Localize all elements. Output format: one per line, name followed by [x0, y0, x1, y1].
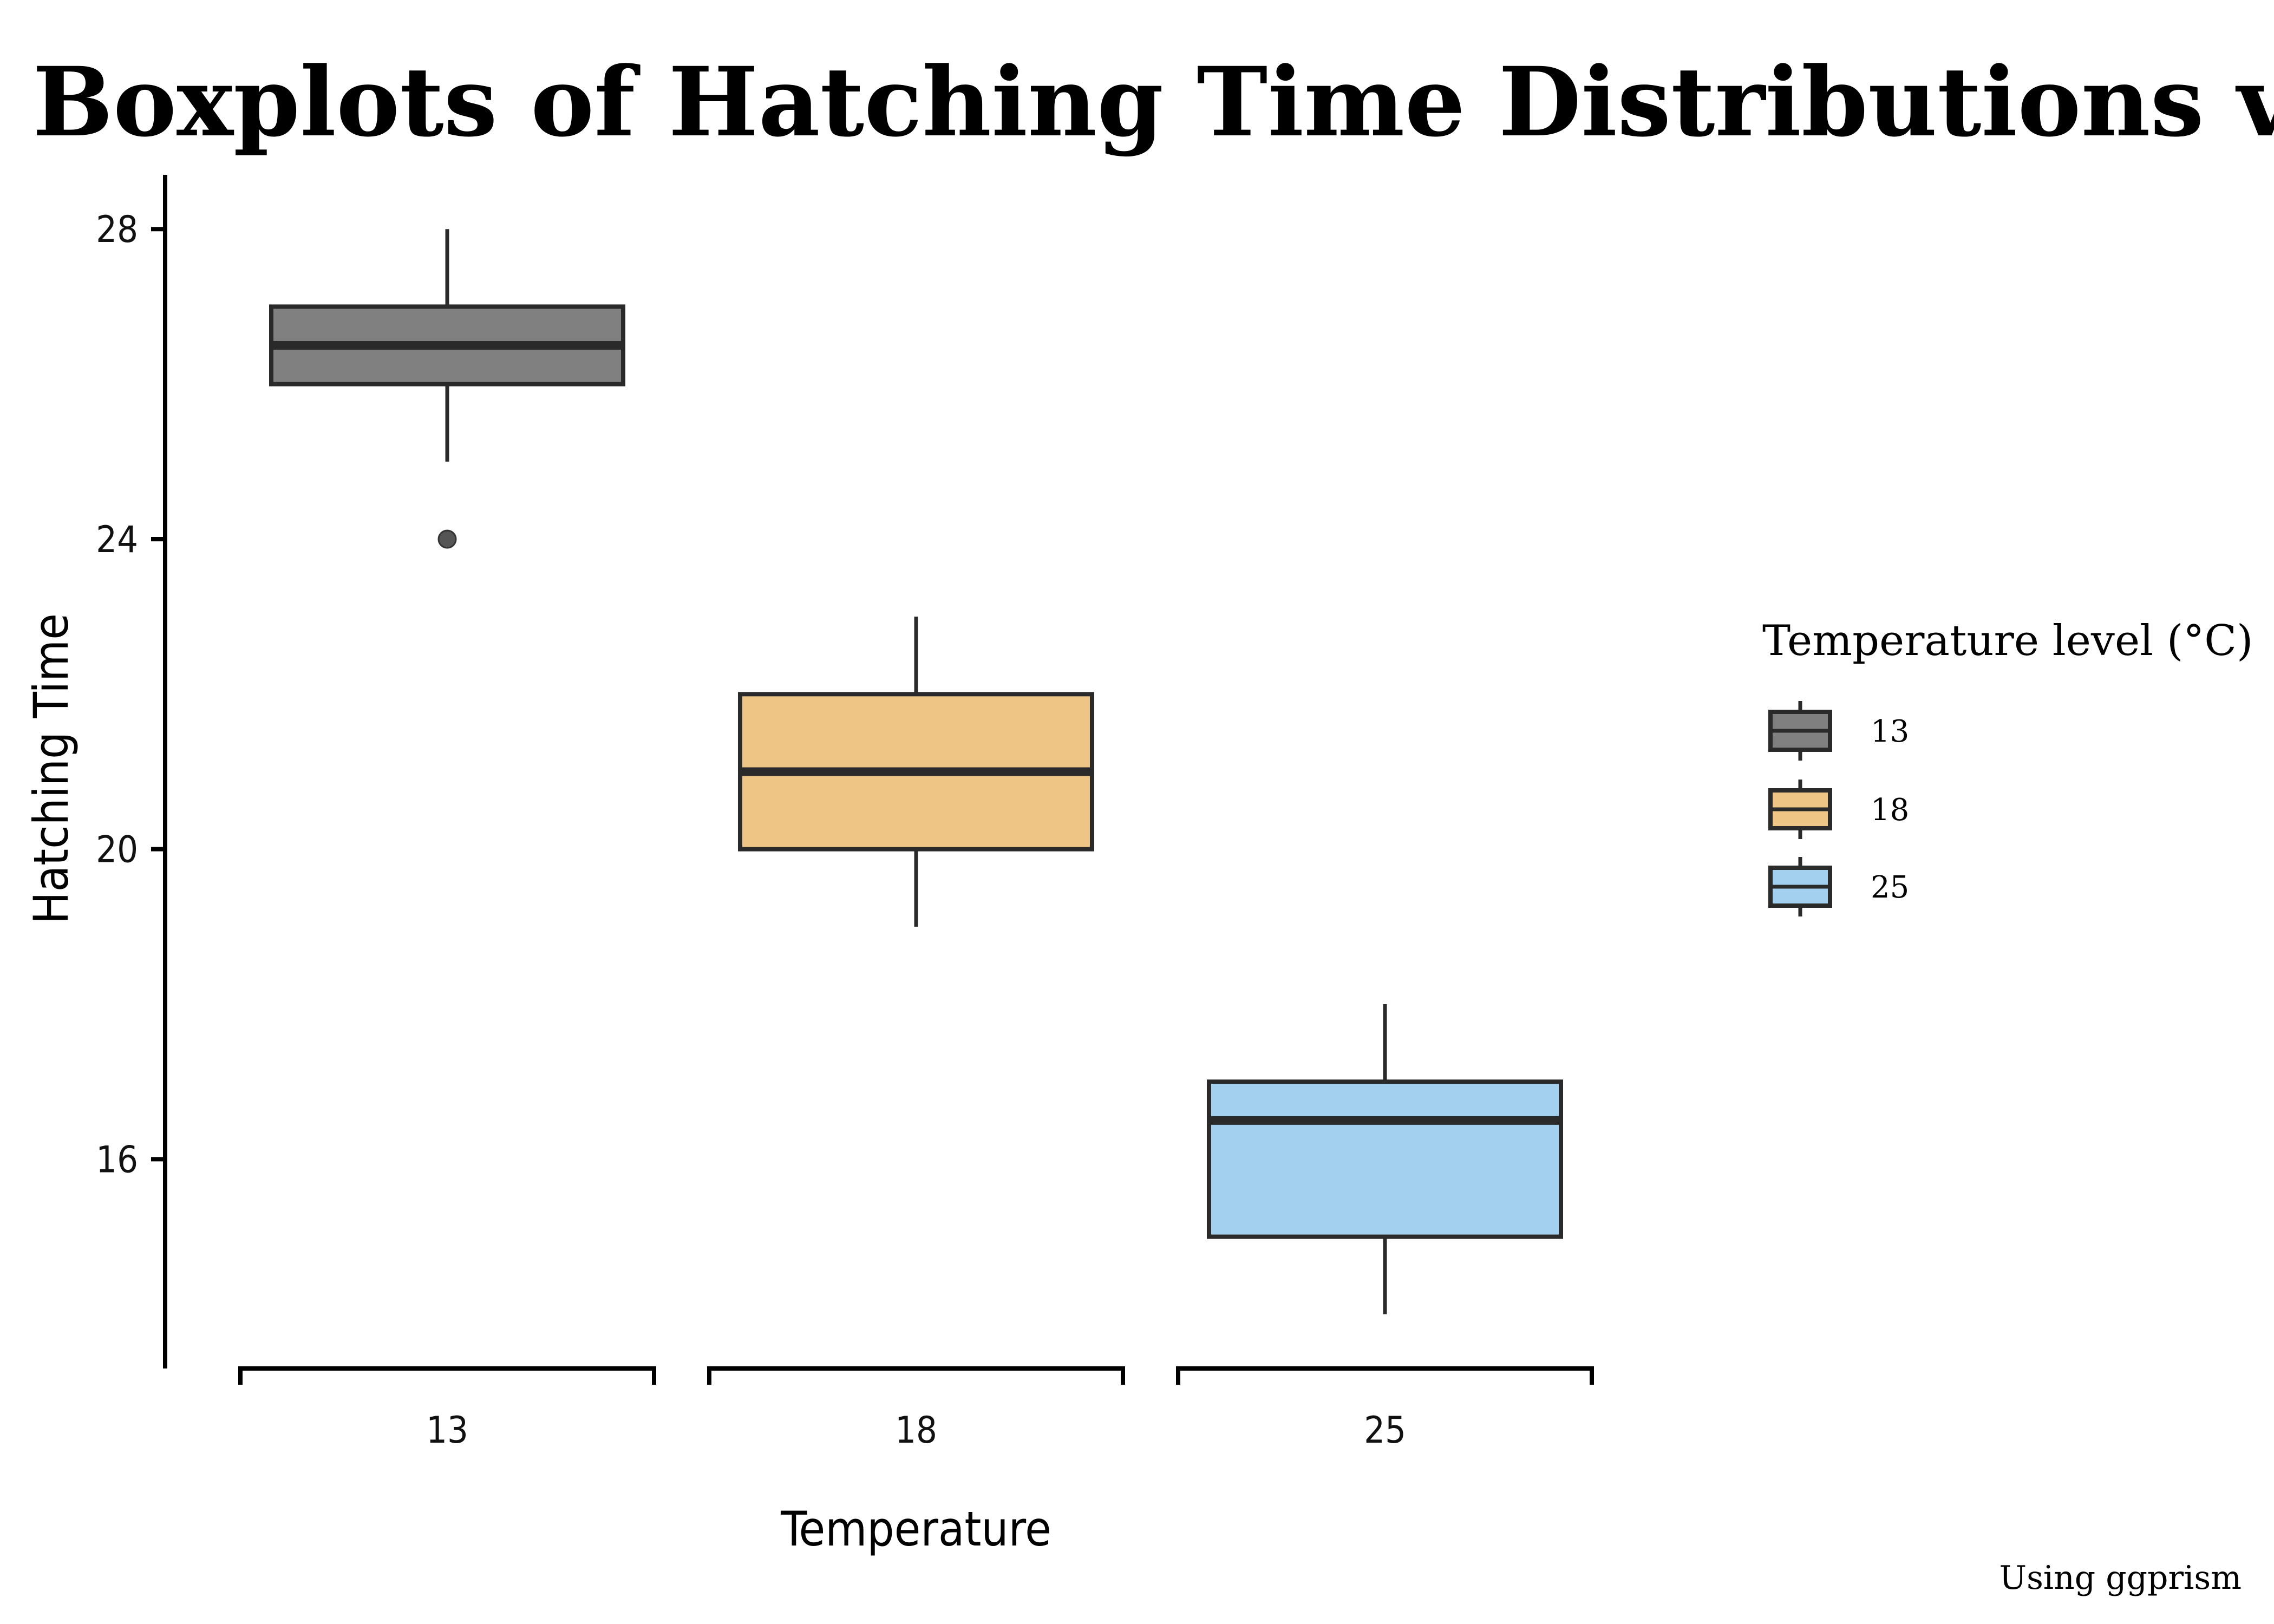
legend-title: Temperature level (°C)	[1762, 617, 2253, 665]
y-tick-label: 28	[96, 208, 138, 251]
chart-title: Boxplots of Hatching Time Distributions …	[32, 46, 2274, 158]
y-axis-title: Hatching Time	[23, 613, 79, 924]
legend: Temperature level (°C) 13 18 25	[1762, 617, 2253, 916]
plot-area: 16 20 24 28 13 18 25	[96, 175, 1594, 1452]
y-tick-label: 24	[96, 519, 138, 561]
x-axis-bracket	[238, 1366, 656, 1385]
legend-entry: 25	[1768, 857, 1909, 916]
outlier-point	[437, 529, 457, 549]
x-tick-label: 18	[895, 1409, 937, 1452]
box-group	[269, 229, 625, 549]
x-axis-title: Temperature	[780, 1501, 1051, 1557]
legend-entry: 13	[1768, 701, 1909, 761]
x-axis-bracket	[1176, 1366, 1594, 1385]
x-tick-label: 25	[1364, 1409, 1406, 1452]
box-group	[1207, 1004, 1563, 1314]
box-iqr	[1207, 1079, 1563, 1239]
box-group	[738, 617, 1094, 927]
legend-label: 18	[1871, 793, 1909, 828]
legend-label: 13	[1871, 714, 1909, 749]
legend-label: 25	[1871, 870, 1909, 905]
legend-entry: 18	[1768, 780, 1909, 839]
y-tick-label: 16	[96, 1138, 138, 1181]
y-tick-label: 20	[96, 829, 138, 872]
chart-caption: Using ggprism	[1999, 1559, 2242, 1597]
x-tick-label: 13	[426, 1409, 468, 1452]
x-axis-bracket	[707, 1366, 1125, 1385]
